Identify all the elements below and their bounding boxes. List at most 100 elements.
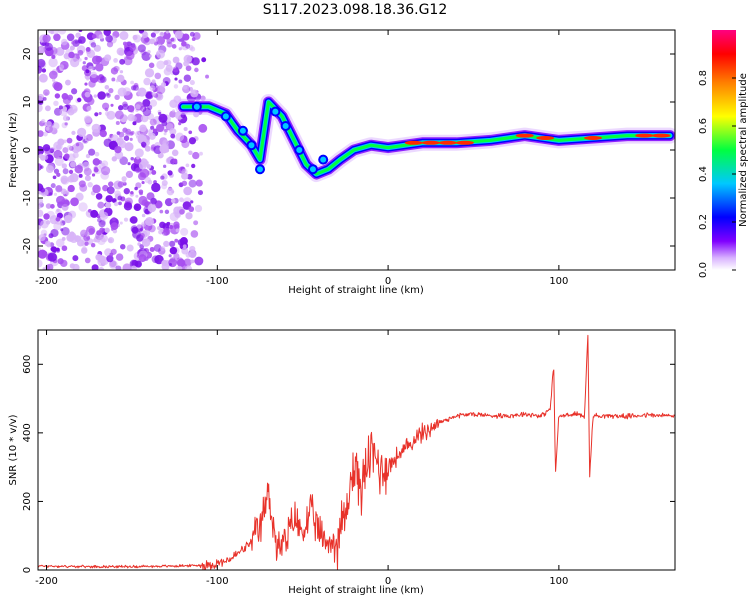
noise-blob xyxy=(125,51,135,60)
noise-blob xyxy=(38,209,44,218)
noise-blob xyxy=(60,38,68,46)
noise-blob xyxy=(68,169,74,175)
noise-blob xyxy=(53,100,59,106)
noise-blob xyxy=(38,58,46,68)
noise-blob xyxy=(104,54,112,62)
noise-blob xyxy=(53,168,60,174)
noise-blob xyxy=(169,263,173,267)
noise-blob xyxy=(172,158,178,164)
noise-blob xyxy=(83,115,92,124)
noise-blob xyxy=(147,179,153,185)
x-tick-label: 100 xyxy=(549,276,568,287)
noise-blob xyxy=(119,70,124,74)
trace-blob xyxy=(220,111,231,122)
noise-blob xyxy=(61,245,68,252)
noise-blob xyxy=(166,41,173,48)
noise-blob xyxy=(144,36,150,43)
noise-blob xyxy=(103,30,111,37)
noise-blob xyxy=(165,30,170,34)
noise-blob xyxy=(185,163,190,168)
noise-blob xyxy=(186,173,193,180)
noise-blob xyxy=(55,216,61,222)
noise-blob xyxy=(102,102,110,110)
noise-blob xyxy=(42,267,47,270)
noise-blob xyxy=(78,202,88,212)
noise-blob xyxy=(60,222,64,227)
noise-blob xyxy=(110,145,114,150)
snr-panel: -200 -100 0 100 0 200 400 600 Height of straigh… xyxy=(8,329,676,596)
noise-blob xyxy=(38,130,44,137)
noise-blob xyxy=(83,135,87,139)
noise-blob xyxy=(156,60,166,70)
noise-blob xyxy=(114,190,121,197)
noise-blob xyxy=(98,34,104,40)
noise-blob xyxy=(98,266,105,270)
noise-blob xyxy=(44,240,51,247)
noise-blob xyxy=(145,161,150,165)
noise-blob xyxy=(114,94,120,101)
noise-blob xyxy=(85,47,91,52)
noise-blob xyxy=(115,120,120,126)
noise-blob xyxy=(139,244,145,249)
snr-series-line xyxy=(38,334,675,570)
noise-blob xyxy=(85,153,91,159)
noise-blob xyxy=(129,216,138,224)
noise-blob xyxy=(189,31,195,37)
noise-blob xyxy=(49,192,53,196)
noise-blob xyxy=(99,129,107,138)
noise-blob xyxy=(158,113,168,123)
noise-blob xyxy=(159,144,169,154)
trace-hotspot xyxy=(652,133,671,138)
noise-blob xyxy=(38,197,44,205)
noise-blob xyxy=(136,155,140,160)
noise-blob xyxy=(97,217,102,223)
noise-blob xyxy=(183,126,188,132)
noise-blob xyxy=(139,124,147,133)
noise-blob xyxy=(191,57,200,66)
noise-blob xyxy=(143,77,151,86)
noise-blob xyxy=(126,244,134,252)
noise-blob xyxy=(115,265,122,270)
noise-blob xyxy=(133,156,142,165)
noise-blob xyxy=(122,103,129,111)
noise-blob xyxy=(90,71,98,79)
noise-blob xyxy=(157,152,164,159)
noise-blob xyxy=(69,45,75,51)
noise-blob xyxy=(163,132,167,136)
noise-blob xyxy=(174,30,184,39)
noise-blob xyxy=(75,143,80,147)
noise-blob xyxy=(112,228,118,234)
snr-ylabel: SNR (10 * v/v) xyxy=(8,414,19,485)
noise-blob xyxy=(146,164,152,169)
noise-blob xyxy=(95,63,104,72)
noise-blob xyxy=(42,154,49,161)
noise-blob xyxy=(68,51,75,59)
noise-blob xyxy=(190,200,194,204)
noise-blob xyxy=(182,85,188,90)
noise-blob xyxy=(126,41,132,47)
noise-blob xyxy=(177,266,183,270)
noise-blob xyxy=(59,108,68,117)
noise-blob xyxy=(141,221,147,228)
noise-blob xyxy=(113,58,118,63)
noise-blob xyxy=(153,30,160,34)
noise-blob xyxy=(105,34,113,43)
noise-blob xyxy=(44,42,53,52)
noise-blob xyxy=(175,62,183,70)
noise-blob xyxy=(77,49,84,56)
noise-blob xyxy=(159,221,166,229)
noise-blob xyxy=(159,31,165,37)
noise-blob xyxy=(123,187,130,195)
noise-blob xyxy=(90,242,96,248)
figure-title: S117.2023.098.18.36.G12 xyxy=(263,2,448,18)
noise-blob xyxy=(57,258,64,265)
noise-blob xyxy=(153,37,158,43)
noise-blob xyxy=(170,198,176,204)
noise-blob xyxy=(181,41,187,47)
noise-blob xyxy=(45,203,52,209)
noise-blob xyxy=(149,99,158,107)
noise-blob xyxy=(91,264,99,270)
noise-blob xyxy=(181,168,188,175)
spectrogram-marks xyxy=(38,30,675,270)
noise-blob xyxy=(134,260,142,268)
